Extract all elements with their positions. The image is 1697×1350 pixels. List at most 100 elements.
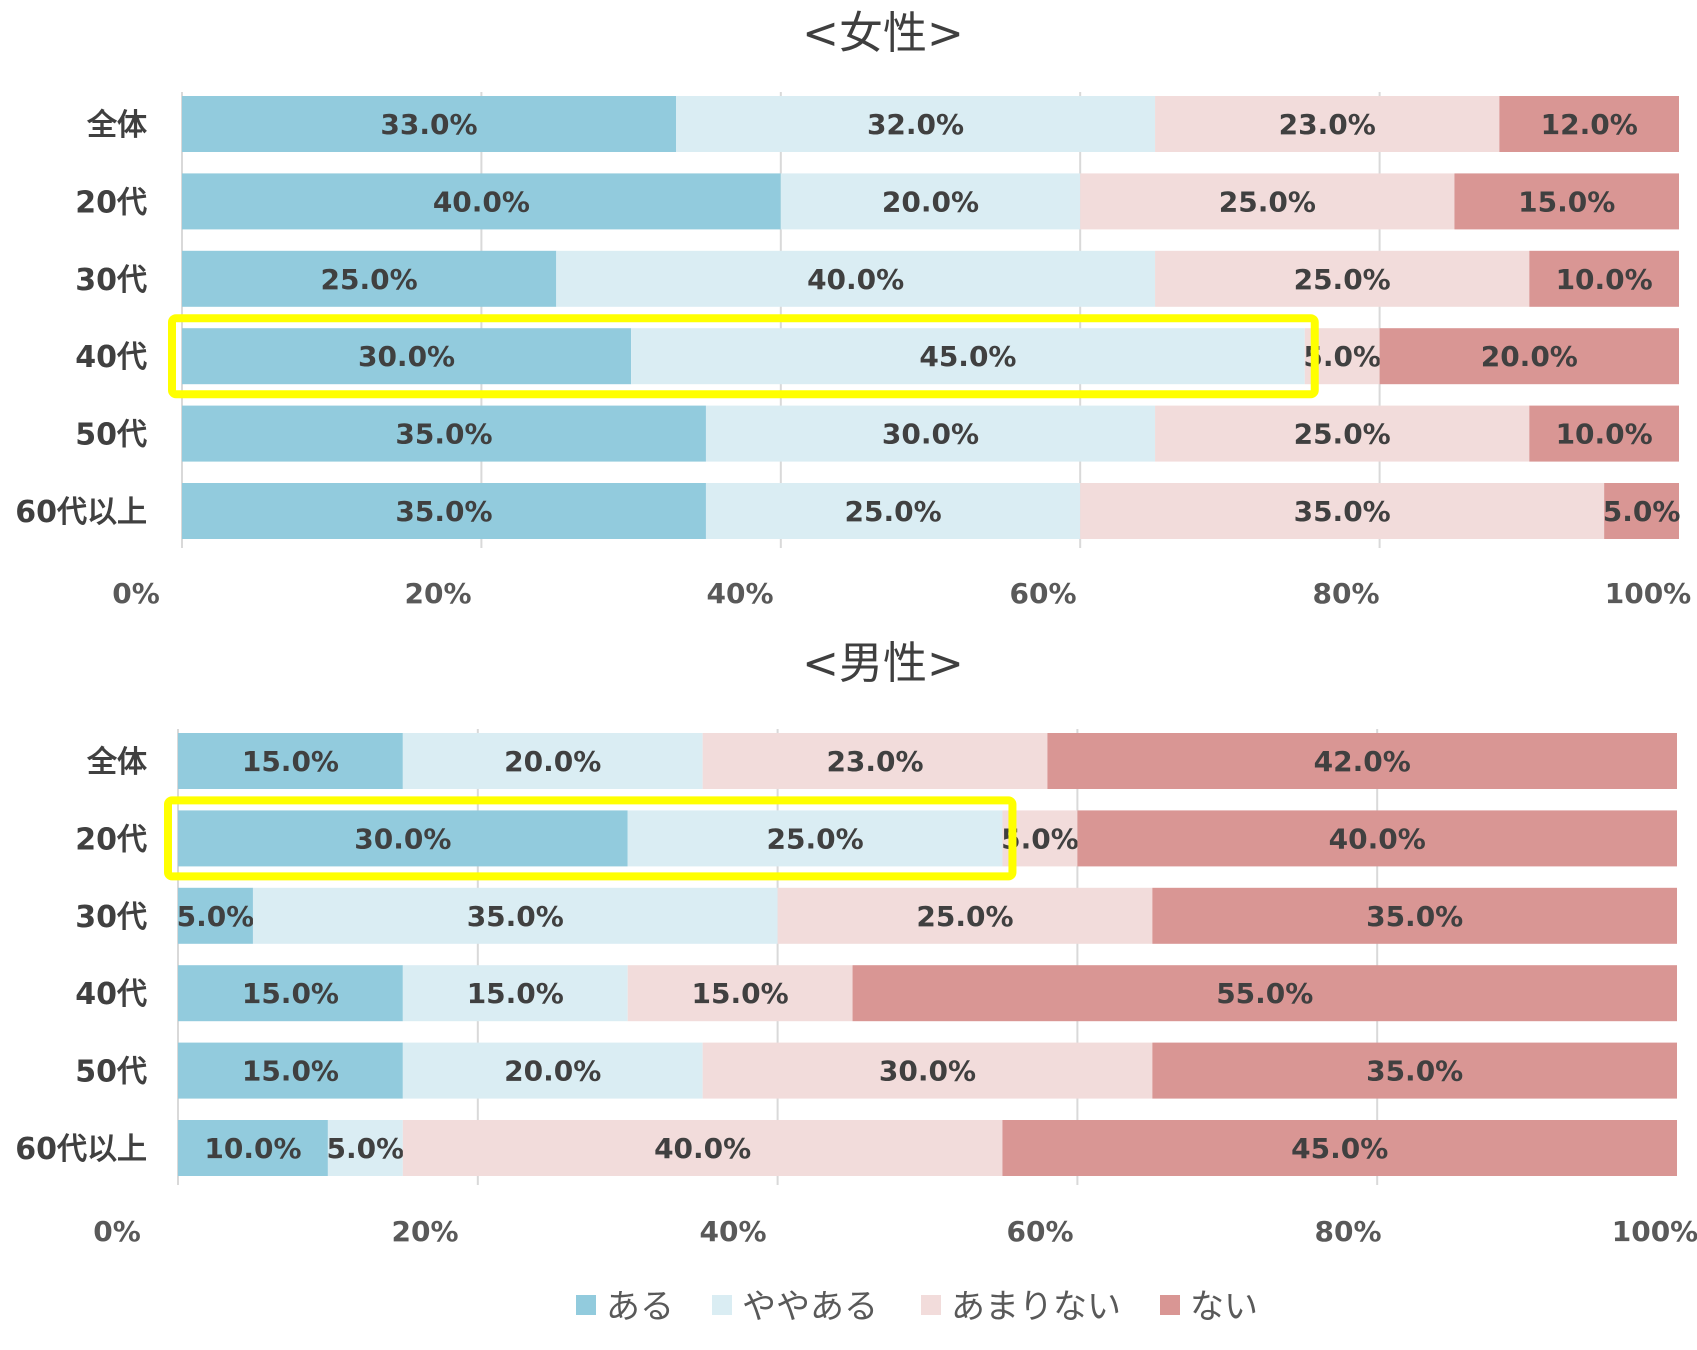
data-label: 35.0%	[395, 495, 492, 528]
legend-label: ややある	[742, 1287, 878, 1327]
bar-segment	[702, 733, 1048, 789]
bar-segment	[402, 733, 703, 789]
bar-segment	[852, 965, 1677, 1022]
bar-segment	[402, 965, 628, 1022]
bar-segment	[1077, 810, 1677, 867]
bar-segment	[777, 887, 1153, 944]
chart-panel-1: <女性> 全体 33.0% 32.0% 23.0% 12.0% 20代 40.0% 20.0% 2…	[15, 8, 1691, 610]
bar-segment	[1454, 173, 1679, 230]
data-label: 45.0%	[919, 340, 1016, 373]
legend: ある ややある あまりない ない	[576, 1287, 1258, 1327]
x-tick-label: 80%	[1312, 577, 1379, 610]
data-label: 32.0%	[867, 108, 964, 141]
legend-label: ある	[606, 1287, 674, 1327]
x-tick-label: 60%	[1006, 1215, 1073, 1248]
data-label: 12.0%	[1541, 108, 1638, 141]
bar-segment	[1604, 483, 1679, 539]
bar-segment	[1002, 1120, 1677, 1176]
data-label: 15.0%	[242, 1055, 339, 1088]
data-label: 25.0%	[767, 822, 864, 855]
category-label: 50代	[75, 1055, 147, 1090]
bar-segment	[1379, 328, 1679, 385]
data-label: 25.0%	[916, 900, 1013, 933]
data-label: 5.0%	[1603, 495, 1681, 528]
category-label: 20代	[75, 185, 147, 220]
bar-segment	[1152, 887, 1677, 944]
category-label: 60代以上	[15, 1132, 147, 1167]
data-label: 42.0%	[1314, 745, 1411, 778]
x-tick-label: 40%	[706, 577, 773, 610]
legend-swatch	[576, 1295, 596, 1315]
highlight-box	[168, 314, 1319, 399]
category-label: 50代	[75, 418, 147, 453]
legend-swatch	[921, 1295, 941, 1315]
x-tick-label: 20%	[391, 1215, 458, 1248]
chart-title: <男性>	[802, 638, 964, 689]
bar-segment	[327, 1120, 403, 1176]
bar-segment	[556, 250, 1156, 307]
bar-segment	[178, 887, 253, 944]
data-label: 15.0%	[467, 977, 564, 1010]
category-label: 20代	[75, 822, 147, 857]
bar-segment	[252, 887, 778, 944]
data-label: 25.0%	[1219, 185, 1316, 218]
category-label: 40代	[75, 977, 147, 1012]
data-label: 35.0%	[467, 900, 564, 933]
x-tick-label: 40%	[699, 1215, 766, 1248]
data-label: 30.0%	[879, 1055, 976, 1088]
bar-segment	[182, 328, 632, 385]
legend-swatch	[712, 1295, 732, 1315]
bar-segment	[1529, 250, 1679, 307]
bar-segment	[1047, 733, 1677, 789]
category-label: 30代	[75, 263, 147, 298]
x-tick-label: 0%	[93, 1215, 141, 1248]
bar-segment	[1080, 173, 1455, 230]
bar-segment	[178, 1120, 328, 1176]
bar-segment	[178, 1042, 403, 1099]
bar-segment	[178, 733, 403, 789]
data-label: 45.0%	[1291, 1132, 1388, 1165]
bar-segment	[1499, 96, 1679, 152]
data-label: 40.0%	[1329, 822, 1426, 855]
data-label: 40.0%	[807, 263, 904, 296]
data-label: 30.0%	[882, 418, 979, 451]
data-label: 30.0%	[354, 822, 451, 855]
data-label: 15.0%	[242, 977, 339, 1010]
data-label: 40.0%	[433, 185, 530, 218]
data-label: 35.0%	[1366, 900, 1463, 933]
category-label: 全体	[86, 745, 148, 780]
bar-segment	[182, 96, 677, 152]
bar-segment	[1080, 483, 1605, 539]
data-label: 25.0%	[1294, 263, 1391, 296]
data-label: 5.0%	[327, 1132, 405, 1165]
x-tick-label: 0%	[112, 577, 160, 610]
bar-segment	[1155, 405, 1530, 462]
bar-segment	[402, 1120, 1003, 1176]
data-label: 30.0%	[358, 340, 455, 373]
data-label: 10.0%	[1556, 418, 1653, 451]
data-label: 15.0%	[692, 977, 789, 1010]
data-label: 23.0%	[1279, 108, 1376, 141]
data-label: 25.0%	[845, 495, 942, 528]
category-label: 30代	[75, 900, 147, 935]
x-tick-label: 20%	[404, 577, 471, 610]
bar-segment	[705, 405, 1156, 462]
data-label: 20.0%	[1481, 340, 1578, 373]
bar-segment	[702, 1042, 1153, 1099]
data-label: 23.0%	[826, 745, 923, 778]
data-label: 10.0%	[1556, 263, 1653, 296]
bar-segment	[1155, 250, 1530, 307]
data-label: 20.0%	[882, 185, 979, 218]
bar-segment	[1155, 96, 1500, 152]
x-tick-label: 100%	[1605, 577, 1692, 610]
data-label: 35.0%	[1366, 1055, 1463, 1088]
data-label: 35.0%	[395, 418, 492, 451]
bar-segment	[178, 965, 403, 1022]
bar-segment	[182, 250, 557, 307]
bar-segment	[182, 405, 706, 462]
chart-title: <女性>	[802, 8, 964, 59]
bar-segment	[182, 483, 706, 539]
chart-panel-2: <男性> 全体 15.0% 20.0% 23.0% 42.0% 20代 30.0% 25.0% 5…	[15, 638, 1697, 1248]
legend-label: あまりない	[951, 1287, 1121, 1327]
